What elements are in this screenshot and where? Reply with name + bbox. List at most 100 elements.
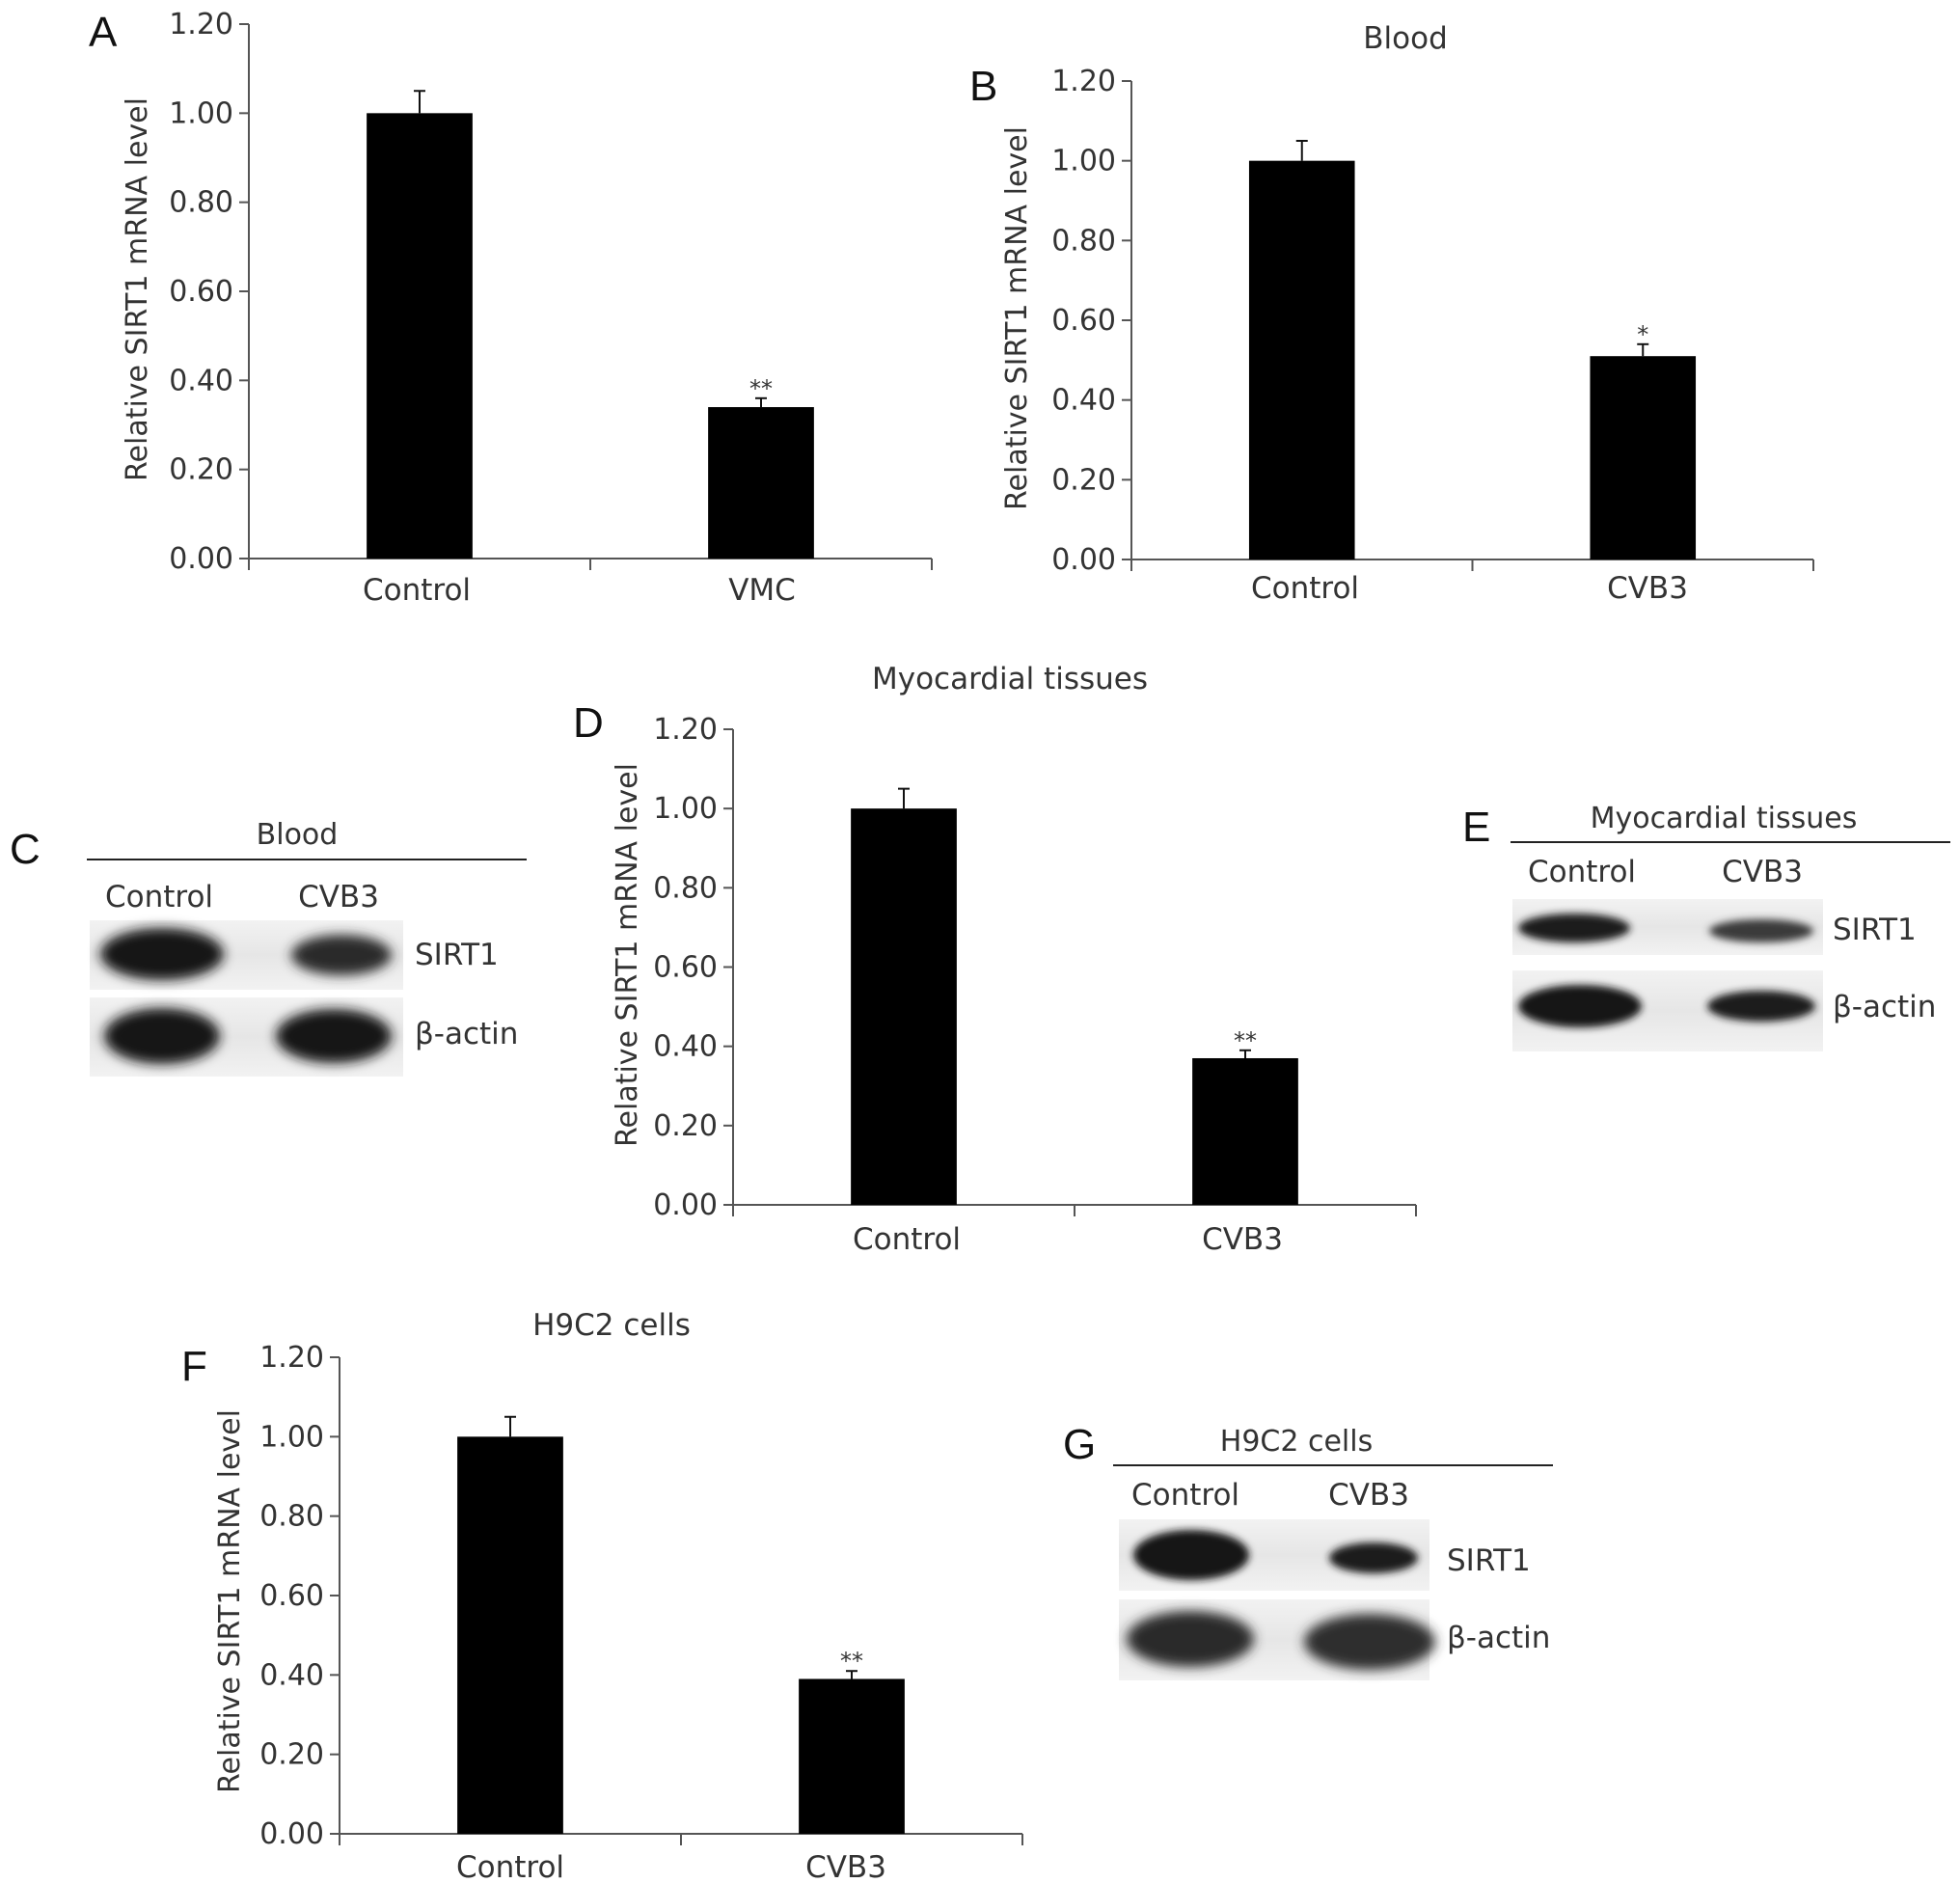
significance-mark: ** [749, 375, 773, 402]
y-tick-label: 0.40 [169, 364, 233, 397]
band-actin-cvb3 [276, 1009, 392, 1063]
y-tick-label: 0.20 [259, 1738, 324, 1772]
y-tick-label: 0.80 [1051, 224, 1116, 258]
band-sirt1-control [1133, 1530, 1249, 1580]
bar [851, 808, 957, 1205]
y-tick-label: 0.80 [653, 871, 718, 905]
blot-title: Myocardial tissues [1591, 802, 1858, 835]
band-sirt1-cvb3 [291, 935, 392, 975]
panel-letter-e: E [1462, 804, 1490, 851]
chart-title: Blood [1363, 21, 1448, 56]
y-axis-label: Relative SIRT1 mRNA level [213, 1409, 247, 1793]
y-tick-label: 0.40 [653, 1030, 718, 1064]
y-tick-label: 1.20 [259, 1341, 324, 1375]
band-actin-control [1518, 985, 1642, 1027]
panel-letter-g: G [1063, 1421, 1096, 1468]
lane-label: Control [1131, 1478, 1239, 1513]
y-axis-label: Relative SIRT1 mRNA level [121, 97, 154, 481]
panel-b: B Blood Relative SIRT1 mRNA level 0.000.… [969, 21, 1814, 606]
y-tick-label: 1.20 [169, 8, 233, 41]
bar [799, 1678, 905, 1834]
y-tick-label: 0.40 [1051, 384, 1116, 418]
panel-e: E Myocardial tissues Control CVB3 SIRT1 … [1462, 802, 1950, 1051]
y-tick-label: 0.00 [259, 1817, 324, 1851]
y-tick-label: 1.20 [653, 713, 718, 747]
blot-title: H9C2 cells [1220, 1425, 1373, 1459]
y-tick-label: 0.00 [653, 1188, 718, 1222]
significance-mark: ** [1234, 1027, 1257, 1054]
band-label: SIRT1 [415, 938, 499, 972]
y-tick-label: 0.00 [1051, 543, 1116, 577]
bar [1590, 356, 1697, 559]
band-label: SIRT1 [1447, 1543, 1531, 1578]
band-label: SIRT1 [1833, 913, 1917, 947]
y-tick-label: 1.00 [1051, 145, 1116, 178]
significance-mark: ** [840, 1648, 863, 1675]
y-tick-label: 0.60 [259, 1579, 324, 1613]
bar [708, 407, 814, 559]
y-tick-label: 0.60 [1051, 304, 1116, 338]
panel-letter-a: A [89, 9, 118, 56]
y-tick-label: 1.00 [259, 1420, 324, 1454]
blot-title: Blood [257, 818, 339, 852]
y-tick-label: 1.00 [169, 96, 233, 130]
panel-letter-b: B [969, 63, 997, 110]
y-tick-label: 0.20 [653, 1109, 718, 1143]
band-sirt1-control [1518, 914, 1630, 942]
y-tick-label: 0.20 [169, 453, 233, 487]
y-tick-label: 0.80 [169, 186, 233, 220]
x-tick-label: Control [456, 1850, 564, 1883]
y-tick-label: 1.00 [653, 792, 718, 826]
lane-label: Control [105, 880, 213, 914]
y-tick-label: 0.00 [169, 542, 233, 576]
y-tick-label: 0.80 [259, 1500, 324, 1534]
bar-plot-d: 0.00 0.20 0.40 0.60 0.80 1.00 1.20 ** [653, 713, 1417, 1222]
band-actin-cvb3 [1304, 1614, 1435, 1670]
y-tick-label: 0.60 [653, 951, 718, 985]
panel-f: F H9C2 cells Relative SIRT1 mRNA level 0… [181, 1308, 1023, 1883]
band-label: β-actin [1447, 1621, 1550, 1655]
bar-plot-a: 0.00 0.20 0.40 0.60 0.80 1.00 1.20 ** [169, 8, 933, 576]
panel-letter-c: C [10, 826, 41, 873]
panel-g: G H9C2 cells Control CVB3 SIRT1 β-actin [1063, 1421, 1553, 1680]
panel-letter-d: D [573, 699, 604, 747]
panel-letter-f: F [181, 1343, 207, 1390]
x-tick-label: CVB3 [805, 1850, 886, 1883]
band-sirt1-control [100, 928, 224, 980]
bar [1248, 160, 1355, 559]
chart-title: Myocardial tissues [872, 662, 1148, 696]
band-sirt1-cvb3 [1329, 1542, 1418, 1573]
bar-plot-f: 0.00 0.20 0.40 0.60 0.80 1.00 1.20 ** [259, 1341, 1023, 1851]
x-tick-label: CVB3 [1202, 1222, 1283, 1257]
bar [1192, 1057, 1298, 1205]
chart-title: H9C2 cells [532, 1308, 691, 1343]
x-tick-label: Control [363, 573, 471, 608]
y-tick-label: 0.40 [259, 1658, 324, 1692]
band-actin-control [1127, 1611, 1254, 1667]
panel-d: D Myocardial tissues Relative SIRT1 mRNA… [573, 662, 1417, 1257]
lane-label: CVB3 [298, 880, 379, 914]
y-tick-label: 0.20 [1051, 463, 1116, 497]
x-tick-label: VMC [728, 573, 796, 608]
band-sirt1-cvb3 [1709, 919, 1813, 942]
x-tick-label: Control [853, 1222, 961, 1257]
band-actin-cvb3 [1707, 991, 1815, 1022]
band-label: β-actin [415, 1017, 518, 1051]
x-tick-label: Control [1251, 571, 1359, 606]
bar [457, 1436, 563, 1834]
y-tick-label: 1.20 [1051, 65, 1116, 98]
panel-a: A Relative SIRT1 mRNA level 0.00 0.20 0.40… [89, 8, 933, 608]
lane-label: Control [1528, 855, 1636, 889]
bar-plot-b: 0.00 0.20 0.40 0.60 0.80 1.00 1.20 * [1051, 65, 1814, 577]
panel-c: C Blood Control CVB3 SIRT1 β-actin [10, 818, 527, 1077]
significance-mark: * [1637, 321, 1648, 348]
y-axis-label: Relative SIRT1 mRNA level [611, 763, 644, 1147]
y-tick-label: 0.60 [169, 275, 233, 309]
lane-label: CVB3 [1722, 855, 1803, 889]
x-tick-label: CVB3 [1607, 571, 1688, 606]
y-axis-label: Relative SIRT1 mRNA level [1000, 126, 1034, 510]
band-actin-control [104, 1008, 220, 1064]
band-label: β-actin [1833, 990, 1936, 1024]
lane-label: CVB3 [1328, 1478, 1409, 1513]
